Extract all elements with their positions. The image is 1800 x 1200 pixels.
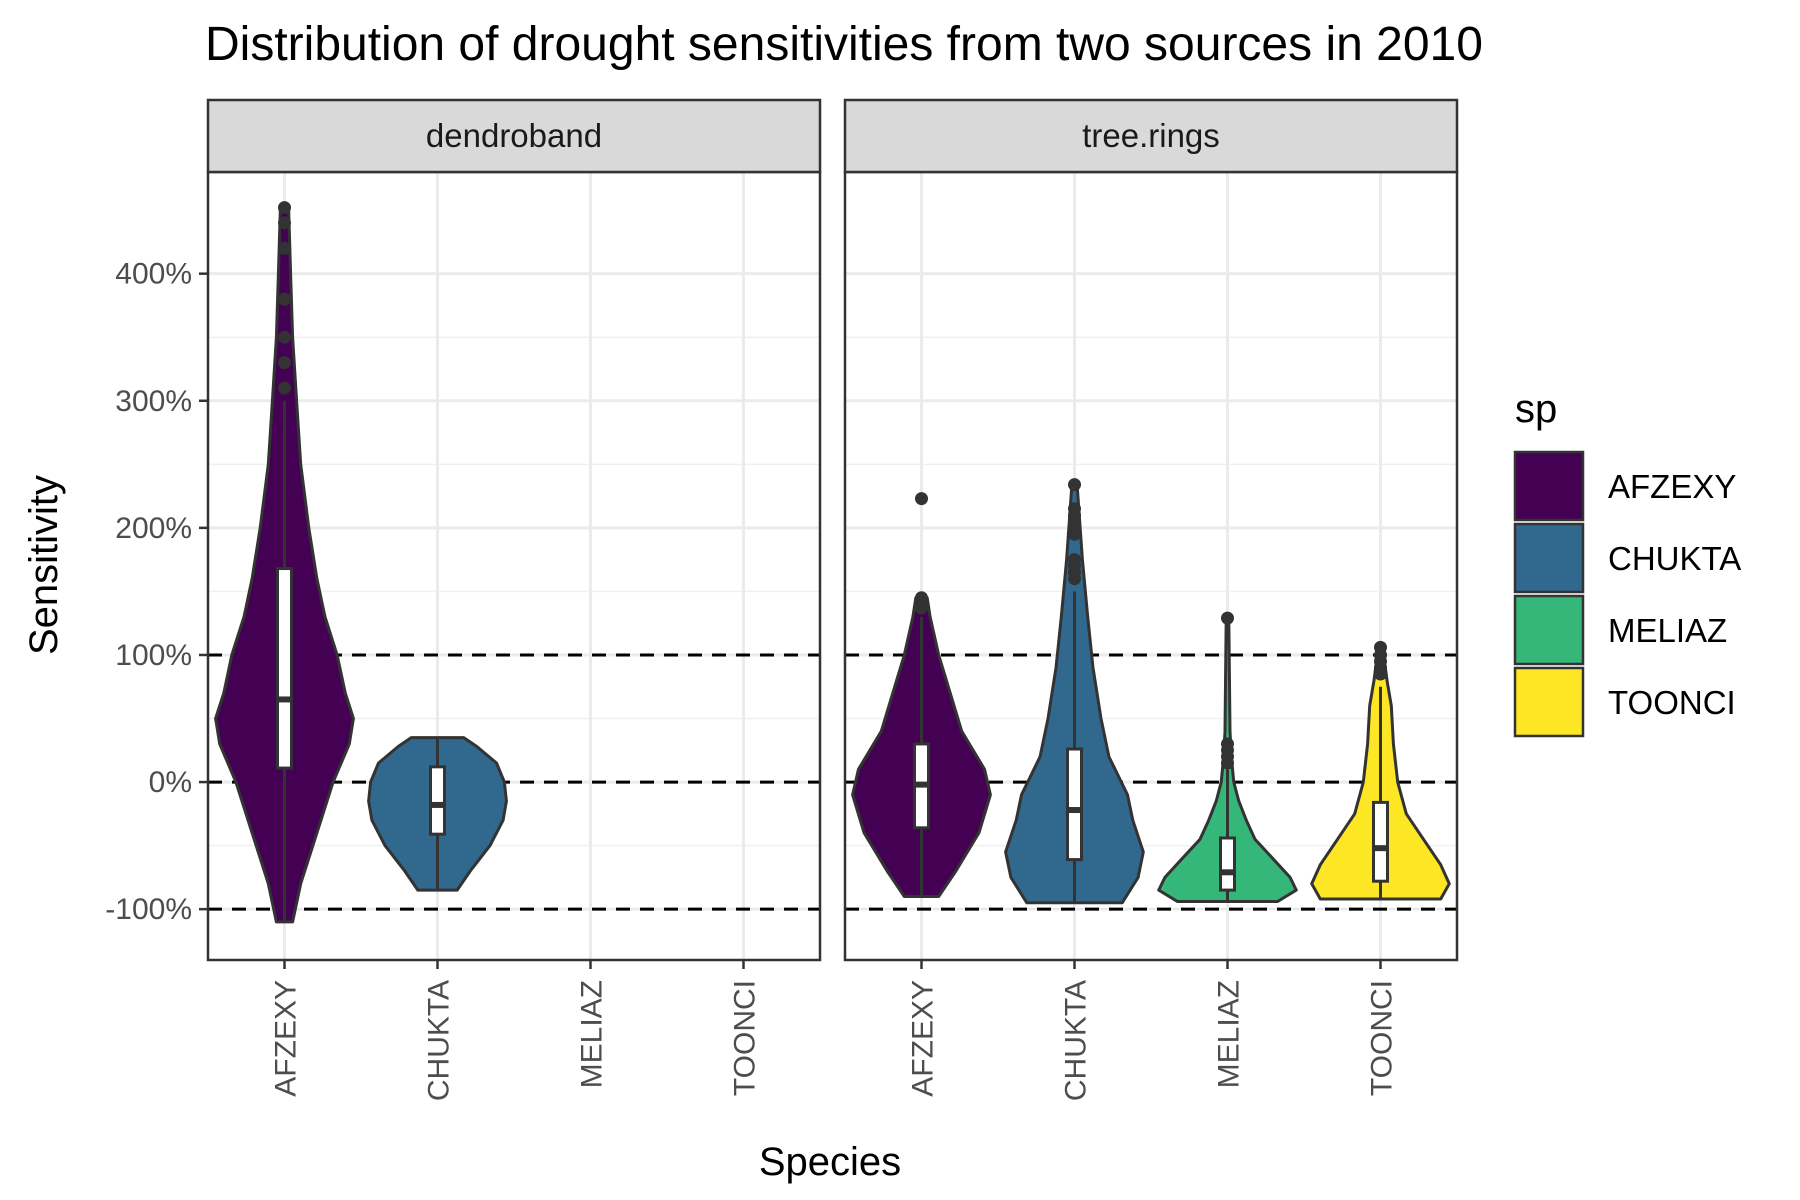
outlier-point bbox=[1374, 667, 1387, 681]
x-tick-label: CHUKTA bbox=[1060, 980, 1093, 1101]
legend-swatch bbox=[1513, 522, 1585, 594]
y-tick-label: 400% bbox=[115, 258, 192, 291]
y-tick-label: -100% bbox=[105, 893, 192, 926]
violin-toonci bbox=[1310, 640, 1451, 901]
x-axis-dendroband: AFZEXY CHUKTA MELIAZ TOONCI bbox=[270, 960, 762, 1101]
x-tick-label: MELIAZ bbox=[576, 980, 609, 1088]
box-iqr bbox=[276, 567, 293, 770]
strip-background bbox=[206, 98, 822, 174]
x-tick-label: AFZEXY bbox=[270, 980, 303, 1097]
x-tick-label: MELIAZ bbox=[1213, 980, 1246, 1088]
y-axis: -100% 0% 100% 200% 300% 400% bbox=[105, 258, 208, 926]
box-iqr bbox=[1372, 800, 1389, 883]
outlier-point bbox=[915, 601, 928, 615]
outlier-point bbox=[915, 492, 928, 506]
outlier-point bbox=[278, 356, 291, 370]
strip-label: tree.rings bbox=[1082, 117, 1220, 154]
legend-label: MELIAZ bbox=[1608, 612, 1727, 649]
strip-dendroband: dendroband bbox=[206, 98, 822, 174]
x-tick-label: AFZEXY bbox=[907, 980, 940, 1097]
outlier-point bbox=[1221, 611, 1234, 625]
legend-swatch bbox=[1513, 666, 1585, 738]
outlier-point bbox=[915, 591, 928, 605]
strip-label: dendroband bbox=[426, 117, 602, 154]
violin-chukta bbox=[367, 736, 508, 892]
outlier-point bbox=[278, 330, 291, 344]
outlier-point bbox=[1068, 527, 1081, 541]
legend-item-chukta: CHUKTA bbox=[1513, 522, 1741, 594]
panel-dendroband: dendroband AFZEXY CHUKTA MELIAZ TOONCI bbox=[206, 98, 822, 1101]
outlier-point bbox=[1068, 572, 1081, 586]
x-axis-tree-rings: AFZEXY CHUKTA MELIAZ TOONCI bbox=[907, 960, 1399, 1101]
x-tick-label: CHUKTA bbox=[423, 980, 456, 1101]
outlier-point bbox=[1221, 756, 1234, 770]
chart-title: Distribution of drought sensitivities fr… bbox=[205, 18, 1483, 71]
y-tick-label: 100% bbox=[115, 639, 192, 672]
y-tick-label: 0% bbox=[149, 766, 192, 799]
outlier-point bbox=[278, 292, 291, 306]
x-tick-label: TOONCI bbox=[729, 980, 762, 1096]
legend-label: TOONCI bbox=[1608, 684, 1736, 721]
box-iqr bbox=[1219, 836, 1236, 892]
box-iqr bbox=[429, 765, 446, 836]
violin-afzexy bbox=[214, 201, 355, 924]
legend-label: AFZEXY bbox=[1608, 468, 1736, 505]
legend-swatch bbox=[1513, 450, 1585, 522]
y-tick-label: 200% bbox=[115, 512, 192, 545]
strip-background bbox=[843, 98, 1459, 174]
violin-meliaz bbox=[1157, 611, 1298, 903]
legend-item-toonci: TOONCI bbox=[1513, 666, 1736, 738]
outlier-point bbox=[278, 241, 291, 255]
panel-tree-rings: tree.rings AFZEXY CHUKTA MELIAZ TOONCI bbox=[843, 98, 1459, 1101]
legend: sp AFZEXY CHUKTA MELIAZ TOONCI bbox=[1513, 387, 1741, 738]
outlier-point bbox=[278, 381, 291, 395]
outlier-point bbox=[278, 216, 291, 230]
legend-item-meliaz: MELIAZ bbox=[1513, 594, 1727, 666]
outlier-point bbox=[278, 201, 291, 215]
violin-afzexy bbox=[851, 492, 992, 898]
legend-item-afzexy: AFZEXY bbox=[1513, 450, 1736, 522]
strip-tree-rings: tree.rings bbox=[843, 98, 1459, 174]
y-tick-label: 300% bbox=[115, 385, 192, 418]
x-axis-title: Species bbox=[759, 1140, 901, 1184]
outlier-point bbox=[1068, 478, 1081, 492]
legend-title: sp bbox=[1515, 387, 1557, 431]
x-tick-label: TOONCI bbox=[1366, 980, 1399, 1096]
legend-swatch bbox=[1513, 594, 1585, 666]
legend-label: CHUKTA bbox=[1608, 540, 1741, 577]
y-axis-title: Sensitivity bbox=[22, 475, 66, 655]
violin-chukta bbox=[1004, 478, 1145, 905]
box-iqr bbox=[1066, 747, 1083, 862]
